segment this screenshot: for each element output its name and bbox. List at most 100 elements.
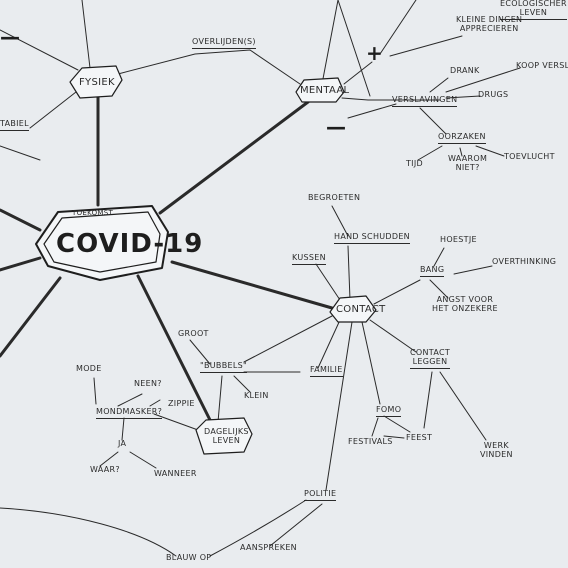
line-waarom <box>459 147 463 157</box>
node-werk-vinden: WERK VINDEN <box>480 441 513 459</box>
node-groot: GROOT <box>178 329 209 338</box>
line-angst <box>429 279 449 299</box>
node-mentaal: MENTAAL <box>300 85 350 96</box>
dagelijks-node-shape <box>195 417 253 455</box>
node-tijd: TIJD <box>406 159 423 168</box>
line-plus-kleine <box>389 35 463 57</box>
line-tijd <box>417 145 443 161</box>
node-feest: FEEST <box>406 433 433 442</box>
center-title: COVID-19 <box>56 229 204 259</box>
line-ja <box>121 417 125 441</box>
branch-mentaal <box>158 100 310 215</box>
node-verslavingen: VERSLAVINGEN <box>392 95 458 107</box>
node-bubbels: "BUBBELS" <box>200 361 247 373</box>
node-politie: POLITIE <box>304 489 337 501</box>
line-top-plus <box>337 0 371 97</box>
node-waar: WAAR? <box>90 465 120 474</box>
line-waar <box>99 451 119 467</box>
node-drank: DRANK <box>450 66 480 75</box>
line-toevlucht <box>475 145 505 157</box>
node-fomo: FOMO <box>376 405 402 417</box>
branch-left-upper <box>0 208 42 232</box>
line-mentaal-plus <box>343 61 373 85</box>
line-kussen <box>315 263 341 301</box>
line-klein <box>233 375 251 393</box>
line-overlijden <box>117 49 301 85</box>
center-tag: TOEKOMST <box>72 209 114 217</box>
node-contact-leggen: CONTACT LEGGEN <box>410 348 451 369</box>
line-blauw-politie <box>209 499 307 557</box>
node-hoestje: HOESTJE <box>440 235 477 244</box>
node-kleine-dingen: KLEINE DINGEN APPRECIEREN <box>456 15 523 33</box>
line-mondmasker-dagelijks <box>153 413 199 431</box>
line-fomo <box>361 321 381 405</box>
line-festivals-feest <box>383 435 405 439</box>
node-kussen: KUSSEN <box>292 253 326 265</box>
node-overlijden: OVERLIJDEN(S) <box>192 37 256 49</box>
mentaal-node-shape <box>295 77 345 103</box>
line-festivals <box>371 417 379 437</box>
line-stabiel <box>29 91 77 129</box>
center-node-shape <box>35 205 169 281</box>
center-node-inner <box>43 211 161 273</box>
contact-node-shape <box>329 295 377 323</box>
line-mode <box>93 377 97 405</box>
line-mentaal-top <box>321 0 339 85</box>
line-werk <box>439 371 487 441</box>
node-koop-verslaving: KOOP VERSLAVIN <box>516 61 568 70</box>
node-waarom-niet: WAAROM NIET? <box>448 154 488 172</box>
branch-left-mid <box>0 256 42 272</box>
line-bang <box>373 279 421 305</box>
node-klein: KLEIN <box>244 391 269 400</box>
node-bang: BANG <box>420 265 445 277</box>
line-drank <box>429 77 449 93</box>
node-ja: JA <box>118 439 127 448</box>
line-handschudden <box>347 245 351 301</box>
minus-sign: — <box>326 115 347 139</box>
node-fysiek: FYSIEK <box>79 77 115 88</box>
node-wanneer: WANNEER <box>154 469 197 478</box>
line-politie <box>325 321 353 491</box>
node-dagelijks-leven: DAGELIJKS LEVEN <box>204 427 249 445</box>
branch-dagelijks <box>136 274 214 426</box>
node-mode: MODE <box>76 364 102 373</box>
node-stabiel: TABIEL <box>0 119 29 131</box>
line-bubbels-dagelijks <box>217 375 223 423</box>
node-aanspreken: AANSPREKEN <box>240 543 297 552</box>
line-blauw-left <box>0 507 177 557</box>
line-plus-ecologisch <box>379 0 417 55</box>
node-hand-schudden: HAND SCHUDDEN <box>334 232 410 244</box>
minus-sign-left: — <box>0 25 21 49</box>
branch-left-lower <box>0 276 62 358</box>
node-overthinking: OVERTHINKING <box>492 257 557 266</box>
plus-sign: + <box>366 41 384 65</box>
node-ecologischer-leven: ECOLOGISCHER LEVEN <box>500 0 567 20</box>
branch-contact <box>170 260 334 310</box>
node-angst: ANGST VOOR HET ONZEKERE <box>432 295 498 313</box>
line-overthinking <box>453 265 493 275</box>
fysiek-node-shape <box>69 65 123 99</box>
node-zippie: ZIPPIE <box>168 399 195 408</box>
node-toevlucht: TOEVLUCHT <box>504 152 555 161</box>
line-aanspreken <box>269 503 323 547</box>
line-zippie <box>149 399 161 407</box>
node-neen: NEEN? <box>134 379 162 388</box>
node-drugs: DRUGS <box>478 90 509 99</box>
line-fysiek-left <box>0 29 79 71</box>
line-fomo-feest <box>383 415 411 433</box>
line-drugs <box>445 95 481 99</box>
line-verslavingen <box>341 97 441 101</box>
line-koop <box>445 67 521 93</box>
line-contact-leggen <box>369 319 417 353</box>
line-oorzaken <box>419 107 447 135</box>
line-begroeten <box>331 205 349 237</box>
line-wanneer <box>129 451 157 469</box>
line-fysiek-top <box>81 0 91 69</box>
line-feest <box>423 371 433 429</box>
node-oorzaken: OORZAKEN <box>438 132 486 144</box>
line-neen <box>117 393 143 407</box>
line-bubbels <box>243 315 333 363</box>
line-familie <box>317 319 341 369</box>
